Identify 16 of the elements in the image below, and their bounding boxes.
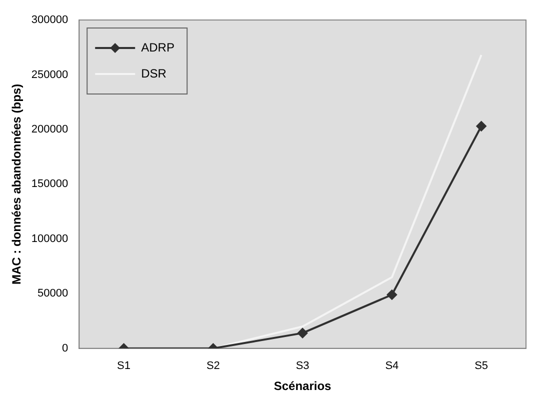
x-tick-label: S1 [117, 360, 131, 372]
legend-label: ADRP [141, 40, 174, 54]
y-tick-label: 50000 [38, 288, 68, 300]
x-tick-label: S2 [206, 360, 220, 372]
y-tick-label: 0 [62, 342, 68, 354]
y-axis-title: MAC : données abandonnées (bps) [10, 84, 24, 285]
x-tick-label: S3 [296, 360, 310, 372]
x-axis-title: Scénarios [274, 379, 332, 394]
y-tick-label: 300000 [31, 14, 68, 26]
legend-label: DSR [141, 66, 167, 80]
y-tick-label: 200000 [31, 124, 68, 136]
x-tick-label: S4 [385, 360, 399, 372]
y-tick-label: 150000 [31, 178, 68, 190]
y-tick-label: 100000 [31, 232, 68, 245]
x-tick-label: S5 [474, 360, 488, 372]
y-tick-label: 250000 [31, 68, 68, 81]
